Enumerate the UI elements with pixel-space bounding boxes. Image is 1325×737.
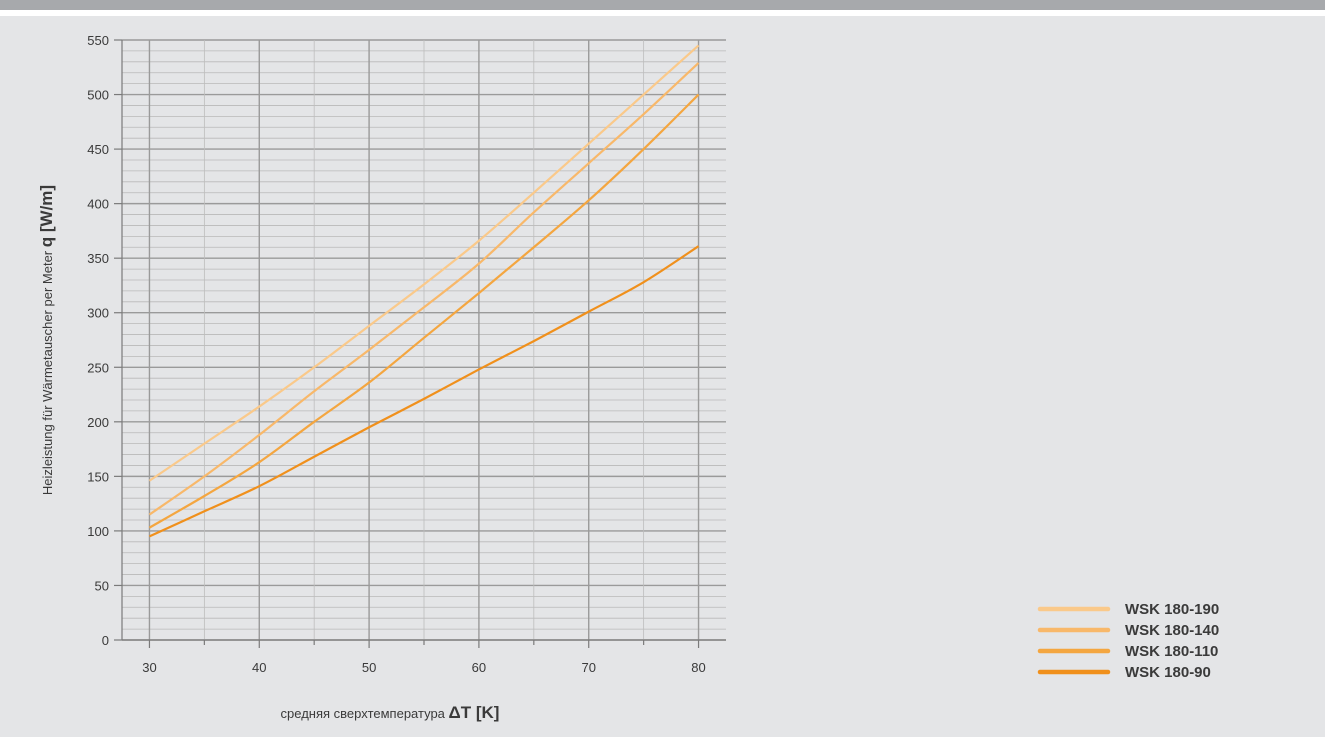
series-line-2 [148, 62, 700, 516]
y-tick-label: 400 [87, 197, 109, 212]
y-tick-label: 300 [87, 306, 109, 321]
y-tick-label: 500 [87, 88, 109, 103]
series-line-3 [148, 93, 700, 529]
x-tick-label: 70 [581, 660, 595, 675]
x-tick-label: 30 [142, 660, 156, 675]
y-tick-label: 350 [87, 251, 109, 266]
x-tick-label: 80 [691, 660, 705, 675]
x-tick-label: 60 [472, 660, 486, 675]
y-tick-label: 250 [87, 360, 109, 375]
legend: WSK 180-190 WSK 180-140 WSK 180-110 WSK 180… [1037, 601, 1219, 681]
legend-label: WSK 180-140 [1125, 622, 1219, 639]
y-tick-label: 150 [87, 469, 109, 484]
legend-label: WSK 180-110 [1125, 643, 1218, 660]
y-tick-label: 0 [102, 633, 109, 648]
y-axis-label: Heizleistung für Wärmetauscher per Meter… [37, 185, 56, 495]
y-tick-label: 450 [87, 142, 109, 157]
y-tick-label: 100 [87, 524, 109, 539]
y-tick-label: 200 [87, 415, 109, 430]
series-line-1 [148, 44, 700, 482]
y-axis-label-symbol: q [W/m] [37, 185, 56, 247]
x-axis-label: средняя сверхтемпература ΔT [K] [281, 703, 500, 722]
x-axis-label-symbol: ΔT [K] [449, 703, 500, 722]
y-tick-label: 50 [95, 578, 109, 593]
grid [122, 39, 726, 641]
y-axis-label-prefix: Heizleistung für Wärmetauscher per Meter [40, 250, 55, 495]
x-axis-label-prefix: средняя сверхтемпература [281, 706, 446, 721]
x-tick-label: 40 [252, 660, 266, 675]
y-tick-label: 550 [87, 33, 109, 48]
top-divider [0, 10, 1325, 16]
axes [114, 39, 726, 648]
top-bar [0, 0, 1325, 10]
legend-label: WSK 180-190 [1125, 601, 1219, 618]
series-line-4 [148, 245, 700, 538]
tick-labels: 0 50 100 150 200 250 300 350 400 450 500 550 30 40 50 6… [87, 33, 705, 675]
series-group [148, 44, 700, 538]
x-tick-label: 50 [362, 660, 376, 675]
legend-label: WSK 180-90 [1125, 664, 1211, 681]
